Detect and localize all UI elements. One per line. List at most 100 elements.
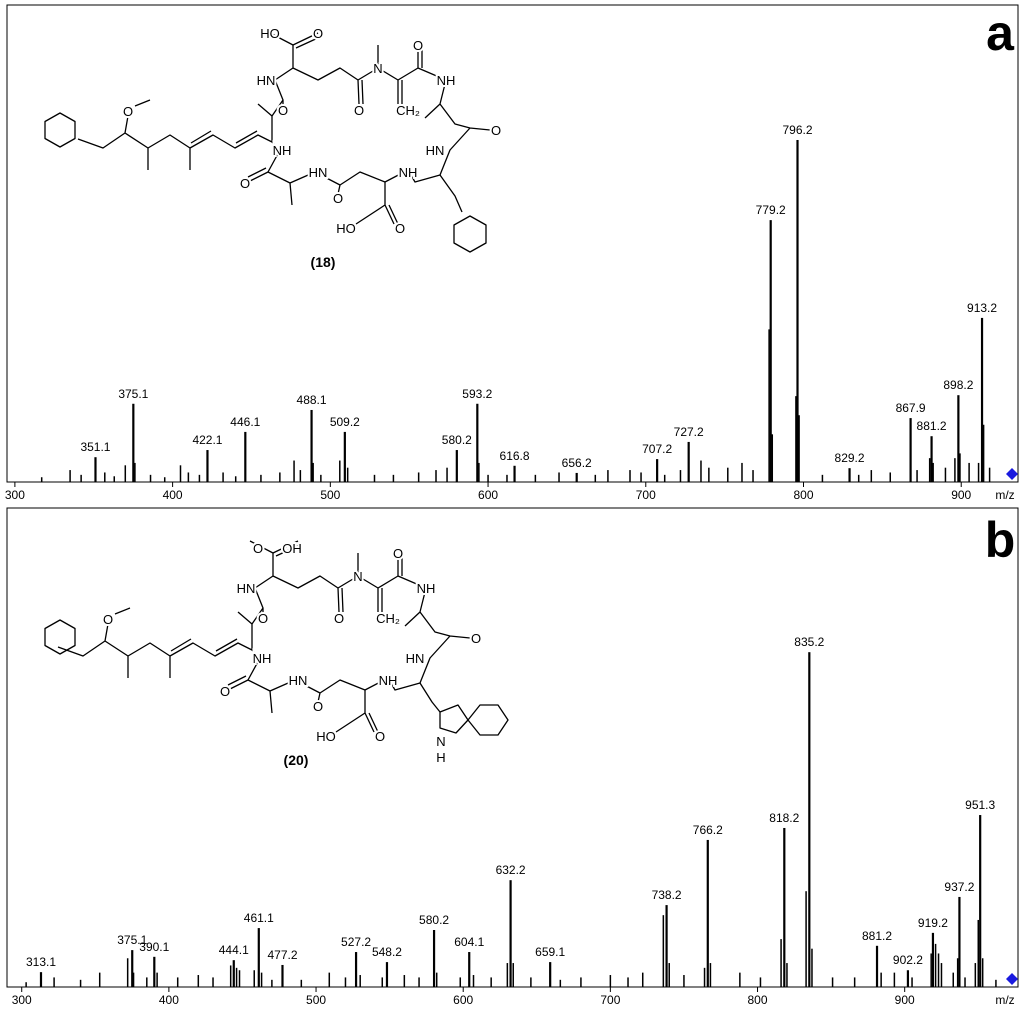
peak [958,896,961,987]
peak [432,929,436,987]
x-tick-label: 300 [12,993,32,1007]
atom-label: O [393,546,403,561]
peak [594,474,597,482]
peak-label: 477.2 [267,948,297,962]
peak [752,470,754,482]
peak [40,477,43,482]
peak-label: 593.2 [462,387,492,401]
peak-label: 766.2 [693,823,723,837]
peak [663,474,666,482]
peak-label: 937.2 [944,880,974,894]
peak [641,972,644,987]
peak [964,977,966,987]
peak [805,891,807,987]
x-axis-label: m/z [995,488,1014,502]
peak-label: 902.2 [893,953,923,967]
peak [980,317,984,482]
peak [683,975,685,987]
atom-label: O [333,191,343,206]
atom-label: HN [257,73,276,88]
peak [893,972,896,987]
x-tick-label: 800 [748,993,768,1007]
peak [381,977,384,987]
peak [808,652,811,987]
peak [932,462,934,482]
atom-label: O [123,104,133,119]
atom-label: O [413,38,423,53]
peak [957,395,960,482]
peak [79,979,82,987]
phenyl-ring [453,215,487,253]
peak [418,977,420,987]
peak [739,972,741,987]
peak [679,470,682,482]
atom-label: CH₂ [396,103,420,118]
atom-label: O [471,631,481,646]
peak [506,474,508,482]
peak [197,975,200,987]
peak-label: 446.1 [230,415,260,429]
atom-label: O [258,611,268,626]
atom-label: NH [437,73,456,88]
peak-label: 375.1 [118,387,148,401]
peak [954,458,956,482]
atom-label: O [334,611,344,626]
atom-label: N [373,61,382,76]
peak [260,474,262,482]
peak [53,977,55,987]
peak [916,470,918,482]
x-tick-label: 400 [163,488,183,502]
side-chain [439,174,463,213]
atom-label: NH [417,581,436,596]
peak [257,928,260,987]
peak [857,474,860,482]
peak [629,470,631,482]
peak [385,962,389,987]
peak [875,945,879,987]
peak [299,470,302,482]
peak [179,465,182,482]
peak [459,977,462,987]
panel-letter: b [985,512,1016,568]
peak [98,972,101,987]
peak [656,459,659,482]
peak [512,963,514,987]
peak-label: 616.8 [500,449,530,463]
plot-frame [6,4,1019,483]
peak [558,472,560,482]
peak-label: 375.1 [117,933,147,947]
compound-label: (20) [284,752,309,768]
structure-bonds [57,540,471,733]
peak [134,462,136,482]
peak [373,474,376,482]
peak [988,467,991,482]
atom-label: O [491,123,501,138]
atom-label: H [436,750,445,765]
peak-label: 580.2 [419,913,449,927]
atom-label: N [353,569,362,584]
peak [981,958,984,987]
atom-label: HN [237,581,256,596]
phenyl-ring [44,112,76,148]
peak [956,958,959,987]
peak [344,977,347,987]
peak [968,462,970,482]
peak [665,905,668,987]
peak [706,839,709,987]
peak-label: 727.2 [674,425,704,439]
side-chain [419,682,441,713]
peak [811,948,813,987]
peak [176,977,179,987]
atom-label: O [278,103,288,118]
peak-label: 919.2 [918,916,948,930]
peak [703,967,706,987]
x-tick-label: 400 [159,993,179,1007]
structure-bonds [77,32,491,225]
peak [687,441,690,482]
peak [300,979,303,987]
peak [339,460,341,482]
marker-diamond [1006,973,1018,985]
x-tick-label: 300 [5,488,25,502]
peak [979,815,982,987]
peak [234,476,237,482]
